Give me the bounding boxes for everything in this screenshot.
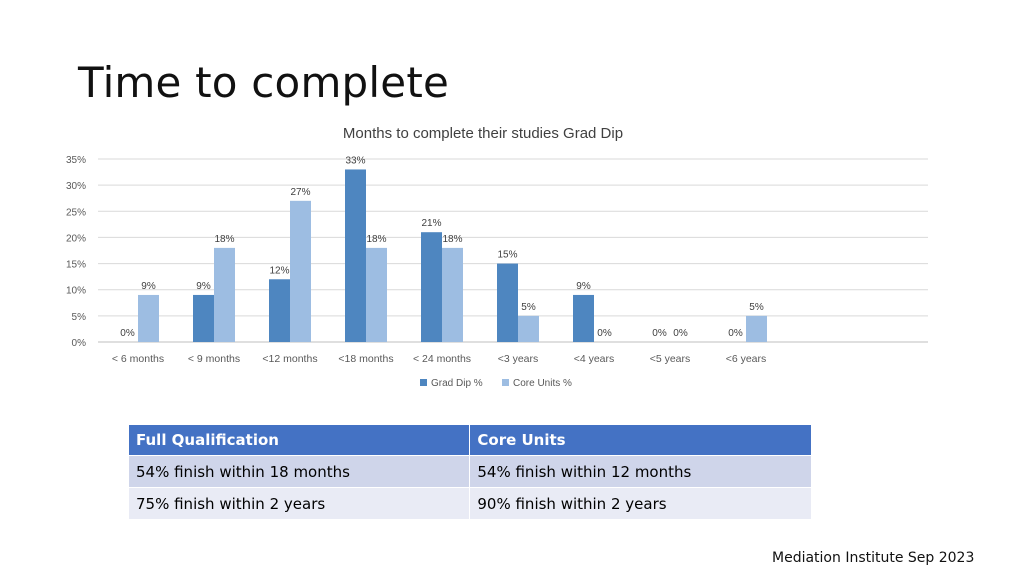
data-label: 18% — [366, 234, 386, 245]
data-label: 9% — [576, 281, 591, 292]
data-label: 9% — [141, 281, 156, 292]
table-header-full-qualification: Full Qualification — [129, 425, 471, 456]
bar-grad-dip — [497, 263, 518, 342]
y-tick-label: 20% — [66, 233, 86, 244]
y-tick-label: 30% — [66, 181, 86, 192]
bar-core-units — [518, 315, 539, 342]
data-label: 33% — [345, 155, 365, 166]
data-label: 5% — [521, 302, 536, 313]
bar-core-units — [214, 247, 235, 342]
y-tick-label: 25% — [66, 207, 86, 218]
bar-grad-dip — [193, 294, 214, 342]
bar-chart: Months to complete their studies Grad Di… — [66, 125, 928, 389]
bar-core-units — [290, 200, 311, 342]
table-cell: 54% finish within 12 months — [469, 455, 812, 488]
y-tick-label: 5% — [72, 312, 87, 323]
data-label: 5% — [749, 302, 764, 313]
data-label: 0% — [597, 328, 612, 339]
table-header-row: Full Qualification Core Units — [129, 425, 812, 456]
x-tick-label: < 24 months — [413, 353, 471, 365]
table-row: 54% finish within 18 months 54% finish w… — [129, 455, 812, 488]
bar-core-units — [138, 294, 159, 342]
bar-core-units — [746, 315, 767, 342]
y-tick-label: 35% — [66, 155, 86, 166]
data-label: 12% — [269, 265, 289, 276]
slide-title: Time to complete — [78, 58, 450, 107]
data-label: 9% — [196, 281, 211, 292]
bar-grad-dip — [269, 279, 290, 342]
bar-grad-dip — [345, 169, 366, 342]
bar-core-units — [442, 247, 463, 342]
x-tick-label: < 9 months — [188, 353, 240, 365]
legend-swatch — [420, 379, 427, 386]
data-label: 21% — [421, 218, 441, 229]
table-row: 75% finish within 2 years 90% finish wit… — [129, 487, 812, 519]
table-cell: 54% finish within 18 months — [129, 455, 471, 488]
data-label: 0% — [728, 328, 743, 339]
y-tick-label: 15% — [66, 260, 86, 271]
data-label: 0% — [673, 328, 688, 339]
y-tick-label: 0% — [72, 338, 87, 349]
data-label: 18% — [442, 234, 462, 245]
y-tick-label: 10% — [66, 286, 86, 297]
legend-swatch — [502, 379, 509, 386]
x-tick-label: < 6 months — [112, 353, 164, 365]
x-tick-label: <18 months — [338, 353, 393, 365]
table-cell: 75% finish within 2 years — [129, 487, 471, 519]
summary-table: Full Qualification Core Units 54% finish… — [129, 425, 812, 519]
table-cell: 90% finish within 2 years — [469, 487, 812, 519]
bar-grad-dip — [421, 232, 442, 342]
legend-label: Grad Dip % — [431, 378, 483, 389]
bar-grad-dip — [573, 294, 594, 342]
footer-source: Mediation Institute Sep 2023 — [772, 550, 975, 566]
data-label: 27% — [290, 187, 310, 198]
table-header-core-units: Core Units — [469, 425, 812, 456]
bar-core-units — [366, 247, 387, 342]
x-tick-label: <6 years — [726, 353, 767, 365]
chart-title: Months to complete their studies Grad Di… — [343, 125, 623, 142]
x-tick-label: <5 years — [650, 353, 691, 365]
data-label: 0% — [120, 328, 135, 339]
x-tick-label: <3 years — [498, 353, 539, 365]
data-label: 18% — [214, 234, 234, 245]
x-tick-label: <4 years — [574, 353, 615, 365]
data-label: 15% — [497, 250, 517, 261]
x-tick-label: <12 months — [262, 353, 317, 365]
data-label: 0% — [652, 328, 667, 339]
legend-label: Core Units % — [513, 378, 572, 389]
